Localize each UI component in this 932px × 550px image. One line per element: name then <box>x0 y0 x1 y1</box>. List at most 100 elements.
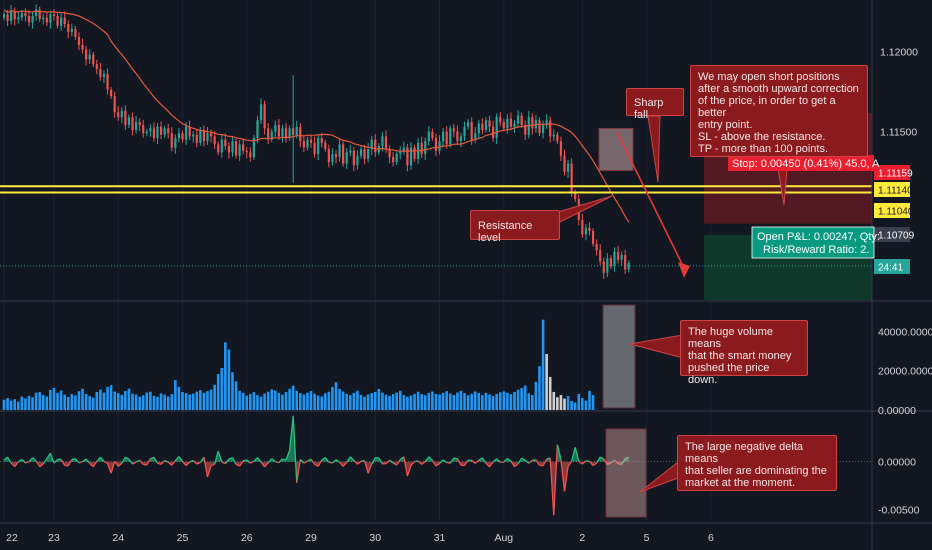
sharp-fall-callout-pointer <box>647 115 661 183</box>
candle-body-140 <box>502 121 505 129</box>
volume-bar-67 <box>241 392 245 410</box>
price-label-4: 24:41 <box>878 263 903 274</box>
candle-body-12 <box>45 17 48 23</box>
volume-tick-label: 0.00000 <box>878 405 916 417</box>
delta-line-51 <box>185 461 191 467</box>
delta-line-167 <box>599 456 605 460</box>
candle-body-28 <box>102 73 106 78</box>
delta-fill-18 <box>68 459 72 466</box>
candle-body-106 <box>381 136 384 146</box>
delta-line-61 <box>221 461 226 465</box>
candle-body-31 <box>113 96 116 113</box>
candle-body-102 <box>367 149 370 159</box>
candle-body-41 <box>149 128 152 132</box>
stop-label-box[interactable] <box>728 155 874 171</box>
candle-body-77 <box>277 125 280 137</box>
candle-body-170 <box>609 258 612 267</box>
candle-body-115 <box>413 147 416 159</box>
volume-highlight-box <box>602 304 636 409</box>
delta-line-23 <box>85 458 91 464</box>
pnl-label-box[interactable] <box>751 226 875 259</box>
volume-bar-121 <box>434 393 438 410</box>
candle-body-120 <box>431 131 434 138</box>
volume-bar-132 <box>473 391 477 410</box>
price-axis[interactable]: 1.12000 1.11500 1.11159 1.11140 1.11040 1.107… <box>874 46 932 517</box>
volume-bar-164 <box>588 390 591 410</box>
volume-bar-82 <box>295 390 299 410</box>
delta-line-138 <box>496 458 501 463</box>
candle-body-171 <box>613 251 616 267</box>
candle-body-130 <box>467 121 470 127</box>
candle-body-2 <box>10 11 13 21</box>
candle-body-61 <box>220 139 223 153</box>
volume-bar-95 <box>341 391 345 410</box>
candle-body-44 <box>159 126 163 135</box>
volume-bar-118 <box>423 395 427 410</box>
delta-line-27 <box>99 456 105 462</box>
candle-body-76 <box>274 125 277 132</box>
annotation-resistance[interactable]: Resistance level <box>470 210 560 244</box>
candle-body-94 <box>338 144 341 158</box>
delta-line-29 <box>106 463 112 474</box>
candle-body-173 <box>620 255 623 260</box>
delta-line-136 <box>488 461 494 468</box>
delta-line-69 <box>249 460 255 464</box>
delta-line-95 <box>342 461 348 467</box>
annotation-strategy[interactable]: We may open short positions after a smoo… <box>690 65 868 157</box>
candle-body-117 <box>420 142 423 155</box>
delta-line-168 <box>603 458 608 465</box>
volume-bar-150 <box>538 366 541 410</box>
candle-body-27 <box>99 68 102 78</box>
volume-bar-77 <box>277 392 281 410</box>
time-tick-label: 24 <box>112 532 124 544</box>
candle-body-124 <box>445 131 448 145</box>
delta-line-57 <box>206 465 212 478</box>
volume-bar-66 <box>238 390 241 410</box>
volume-bar-148 <box>531 395 534 410</box>
volume-bar-159 <box>570 400 573 410</box>
price-tick-label: 1.12000 <box>880 46 918 58</box>
delta-line-88 <box>317 459 323 467</box>
delta-line-30 <box>110 461 116 474</box>
delta-line-42 <box>153 456 159 464</box>
delta-line-154 <box>553 444 558 516</box>
sharp-fall-arrow-line <box>616 131 685 269</box>
candle-body-55 <box>199 129 202 143</box>
delta-tick-label: -0.00500 <box>878 505 920 517</box>
volume-bar-72 <box>259 396 263 410</box>
annotation-sharp-fall[interactable]: Sharp fall <box>626 88 684 121</box>
delta-line-173 <box>621 458 626 465</box>
volume-bar-85 <box>306 392 309 410</box>
volume-bar-147 <box>527 393 531 410</box>
delta-line-53 <box>192 460 198 465</box>
delta-line-63 <box>228 457 233 460</box>
time-axis[interactable]: 22 23 24 25 26 29 30 31 Aug 2 5 6 <box>6 532 714 544</box>
sharp-fall-arrow-head <box>678 262 690 278</box>
delta-line-92 <box>331 459 337 464</box>
candle-body-1 <box>6 14 9 21</box>
delta-line-169 <box>607 462 612 466</box>
volume-bar-123 <box>441 392 445 410</box>
volume-bar-4 <box>16 401 20 410</box>
volume-bar-49 <box>177 386 181 410</box>
candle-body-75 <box>270 131 273 140</box>
candle-body-89 <box>320 137 323 143</box>
candle-body-34 <box>124 110 127 126</box>
position-labels[interactable]: Stop: 0.00450 (0.41%) 45.0, A Open P&L: … <box>728 155 880 259</box>
annotation-volume[interactable]: The huge volume means that the smart mon… <box>680 320 808 386</box>
annotation-delta[interactable]: The large negative delta means that sell… <box>677 435 837 491</box>
volume-bar-154 <box>552 391 556 410</box>
candle-body-48 <box>174 137 177 148</box>
candle-body-51 <box>184 126 188 140</box>
delta-line-151 <box>542 458 548 467</box>
volume-bar-15 <box>56 392 59 410</box>
delta-line-67 <box>243 459 247 462</box>
delta-line-146 <box>524 459 530 464</box>
volume-bar-152 <box>545 354 548 410</box>
delta-line-141 <box>506 457 512 462</box>
volume-bar-131 <box>470 393 473 410</box>
candle-body-144 <box>516 115 520 124</box>
delta-line-143 <box>514 463 519 468</box>
volume-bar-92 <box>331 387 334 410</box>
candle-body-163 <box>584 227 588 235</box>
